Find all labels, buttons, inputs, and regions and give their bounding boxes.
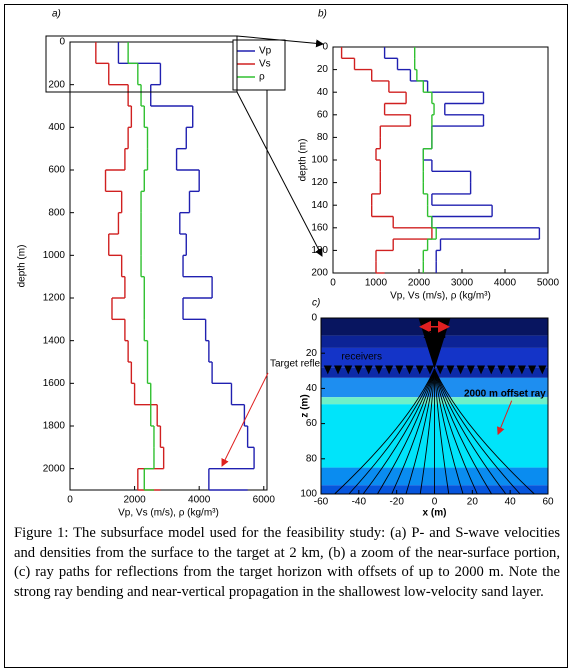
x-tick-label: 6000 <box>253 495 276 506</box>
aperture-label: 15 m <box>423 330 446 341</box>
y-axis-label: depth (m) <box>298 139 309 182</box>
z-tick-label: 100 <box>300 489 317 500</box>
x-axis-label: x (m) <box>423 508 447 519</box>
caption: Figure 1: The subsurface model used for … <box>14 524 560 602</box>
legend-label: Vs <box>259 59 271 70</box>
y-tick-label: 160 <box>311 222 328 233</box>
x-tick-label: 5000 <box>537 278 560 289</box>
y-tick-label: 20 <box>317 64 329 75</box>
x-tick-label: 2000 <box>123 495 146 506</box>
plot-frame <box>70 42 267 490</box>
y-tick-label: 2000 <box>43 463 66 474</box>
x-tick-label: 0 <box>432 497 438 508</box>
legend-label: ρ <box>259 72 265 83</box>
x-tick-label: 2000 <box>408 278 431 289</box>
x-tick-label: -40 <box>352 497 367 508</box>
x-tick-label: 0 <box>67 495 73 506</box>
y-tick-label: 40 <box>317 87 329 98</box>
panel-label: b) <box>318 9 327 20</box>
y-tick-label: 100 <box>311 155 328 166</box>
y-tick-label: 1600 <box>43 378 66 389</box>
y-tick-label: 1400 <box>43 335 66 346</box>
z-tick-label: 20 <box>306 348 318 359</box>
y-tick-label: 60 <box>317 109 329 120</box>
y-tick-label: 80 <box>317 132 329 143</box>
z-tick-label: 60 <box>306 418 318 429</box>
figure: a)02000400060000200400600800100012001400… <box>0 0 574 672</box>
y-tick-label: 800 <box>48 207 65 218</box>
z-axis-label: z (m) <box>300 394 311 417</box>
y-tick-label: 180 <box>311 245 328 256</box>
legend-label: Vp <box>259 46 272 57</box>
ray-label: 2000 m offset ray <box>464 388 546 399</box>
y-tick-label: 400 <box>48 122 65 133</box>
x-tick-label: 3000 <box>451 278 474 289</box>
x-tick-label: 20 <box>467 497 479 508</box>
y-tick-label: 1200 <box>43 293 66 304</box>
y-tick-label: 200 <box>48 79 65 90</box>
z-tick-label: 40 <box>306 383 318 394</box>
x-tick-label: 60 <box>542 497 554 508</box>
y-axis-label: depth (m) <box>17 245 28 288</box>
x-tick-label: 1000 <box>365 278 388 289</box>
x-tick-label: 4000 <box>494 278 517 289</box>
y-tick-label: 1800 <box>43 421 66 432</box>
y-tick-label: 0 <box>322 42 328 53</box>
x-tick-label: -20 <box>389 497 404 508</box>
y-tick-label: 1000 <box>43 250 66 261</box>
y-tick-label: 200 <box>311 268 328 279</box>
zoom-arrow <box>237 92 322 256</box>
y-tick-label: 600 <box>48 165 65 176</box>
x-axis-label: Vp, Vs (m/s), ρ (kg/m³) <box>118 508 219 519</box>
x-tick-label: 0 <box>330 278 336 289</box>
panel-label: a) <box>52 9 61 20</box>
z-tick-label: 80 <box>306 453 318 464</box>
x-tick-label: 4000 <box>188 495 211 506</box>
annotation-arrow <box>222 373 268 466</box>
x-tick-label: 40 <box>505 497 517 508</box>
z-tick-label: 0 <box>311 313 317 324</box>
x-axis-label: Vp, Vs (m/s), ρ (kg/m³) <box>390 291 491 302</box>
y-tick-label: 140 <box>311 200 328 211</box>
y-tick-label: 0 <box>59 37 65 48</box>
receivers-label: receivers <box>341 351 382 362</box>
y-tick-label: 120 <box>311 177 328 188</box>
panel-label: c) <box>312 298 320 309</box>
